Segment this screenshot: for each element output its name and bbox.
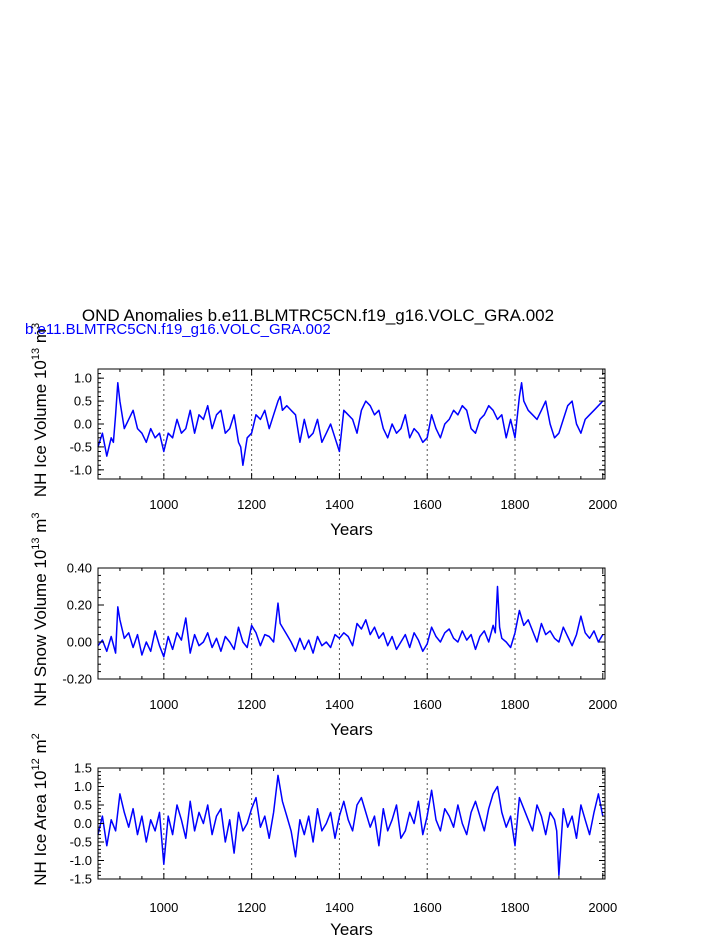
y-tick-label: 0.0 xyxy=(74,816,92,831)
y-axis-label-unit: m xyxy=(31,519,50,538)
y-tick-label: -0.20 xyxy=(62,672,92,687)
y-axis-label-main: NH Ice Area 10 xyxy=(31,770,50,885)
y-tick-label: 0.40 xyxy=(67,561,92,576)
y-axis-label: NH Ice Area 1012 m2 xyxy=(30,733,50,886)
y-axis-label-main: NH Ice Volume 10 xyxy=(31,360,50,497)
plot-frame xyxy=(97,567,606,680)
x-axis-label: Years xyxy=(330,720,373,739)
panel-1: 1000 1200 1400 1600 1800 2000 1.0 0.5 0.0 -0.5 -1.… xyxy=(30,323,617,539)
x-tick-label: 1000 xyxy=(149,900,178,915)
x-tick-label: 2000 xyxy=(588,697,617,712)
y-axis-label-exponent: 12 xyxy=(30,758,42,770)
x-tick-label: 1600 xyxy=(413,697,442,712)
y-axis-label: NH Ice Volume 1013 m3 xyxy=(30,323,50,497)
panel-2: 1000 1200 1400 1600 1800 2000 0.40 0.20 0.00 -0.2… xyxy=(30,512,617,739)
x-tick-label: 1800 xyxy=(501,697,530,712)
y-tick-label: 1.5 xyxy=(74,761,92,776)
y-tick-label: 1.0 xyxy=(74,779,92,794)
y-tick-label: 1.0 xyxy=(74,371,92,386)
y-tick-label: 0.5 xyxy=(74,798,92,813)
y-axis-label-unit-exponent: 3 xyxy=(30,512,42,518)
y-tick-label: 0.5 xyxy=(74,394,92,409)
x-tick-label: 1800 xyxy=(501,900,530,915)
y-axis-label-exponent: 13 xyxy=(30,348,42,360)
y-axis-label-unit: m xyxy=(31,329,50,348)
x-tick-label: 1600 xyxy=(413,497,442,512)
y-axis-label-unit-exponent: 2 xyxy=(30,733,42,739)
y-tick-label: -1.0 xyxy=(70,462,92,477)
x-tick-label: 1200 xyxy=(237,697,266,712)
series-line xyxy=(97,585,604,658)
chart-title: OND Anomalies b.e11.BLMTRC5CN.f19_g16.VO… xyxy=(82,306,554,325)
y-tick-label: -0.5 xyxy=(70,439,92,454)
x-axis-label: Years xyxy=(330,920,373,935)
y-tick-label: -0.5 xyxy=(70,835,92,850)
x-tick-label: 1800 xyxy=(501,497,530,512)
x-tick-label: 1400 xyxy=(325,497,354,512)
y-axis-label: NH Snow Volume 1013 m3 xyxy=(30,512,50,706)
x-tick-label: 1400 xyxy=(325,900,354,915)
x-tick-label: 2000 xyxy=(588,497,617,512)
y-tick-label: 0.00 xyxy=(67,635,92,650)
x-axis-label: Years xyxy=(330,520,373,539)
y-axis-label-exponent: 13 xyxy=(30,537,42,549)
y-axis-label-main: NH Snow Volume 10 xyxy=(31,550,50,707)
panel-3: 1000 1200 1400 1600 1800 2000 1.5 1.0 0.5 0.0 -0.5… xyxy=(30,733,617,935)
y-tick-label: 0.20 xyxy=(67,598,92,613)
x-tick-label: 2000 xyxy=(588,900,617,915)
plot-frame xyxy=(97,368,606,480)
chart-subtitle: b.e11.BLMTRC5CN.f19_g16.VOLC_GRA.002 xyxy=(25,321,331,338)
y-axis-label-unit-exponent: 3 xyxy=(30,323,42,329)
x-tick-label: 1400 xyxy=(325,697,354,712)
y-tick-label: -1.0 xyxy=(70,853,92,868)
y-tick-label: 0.0 xyxy=(74,417,92,432)
chart-panels: 1000 1200 1400 1600 1800 2000 1.0 0.5 0.0 -0.5 -1.… xyxy=(30,323,617,935)
x-tick-label: 1000 xyxy=(149,697,178,712)
y-tick-label: -1.5 xyxy=(70,872,92,887)
x-tick-label: 1200 xyxy=(237,497,266,512)
x-tick-label: 1200 xyxy=(237,900,266,915)
series-line xyxy=(97,774,604,877)
series-line xyxy=(97,382,604,467)
x-tick-label: 1000 xyxy=(149,497,178,512)
x-tick-label: 1600 xyxy=(413,900,442,915)
y-axis-label-unit: m xyxy=(31,739,50,758)
